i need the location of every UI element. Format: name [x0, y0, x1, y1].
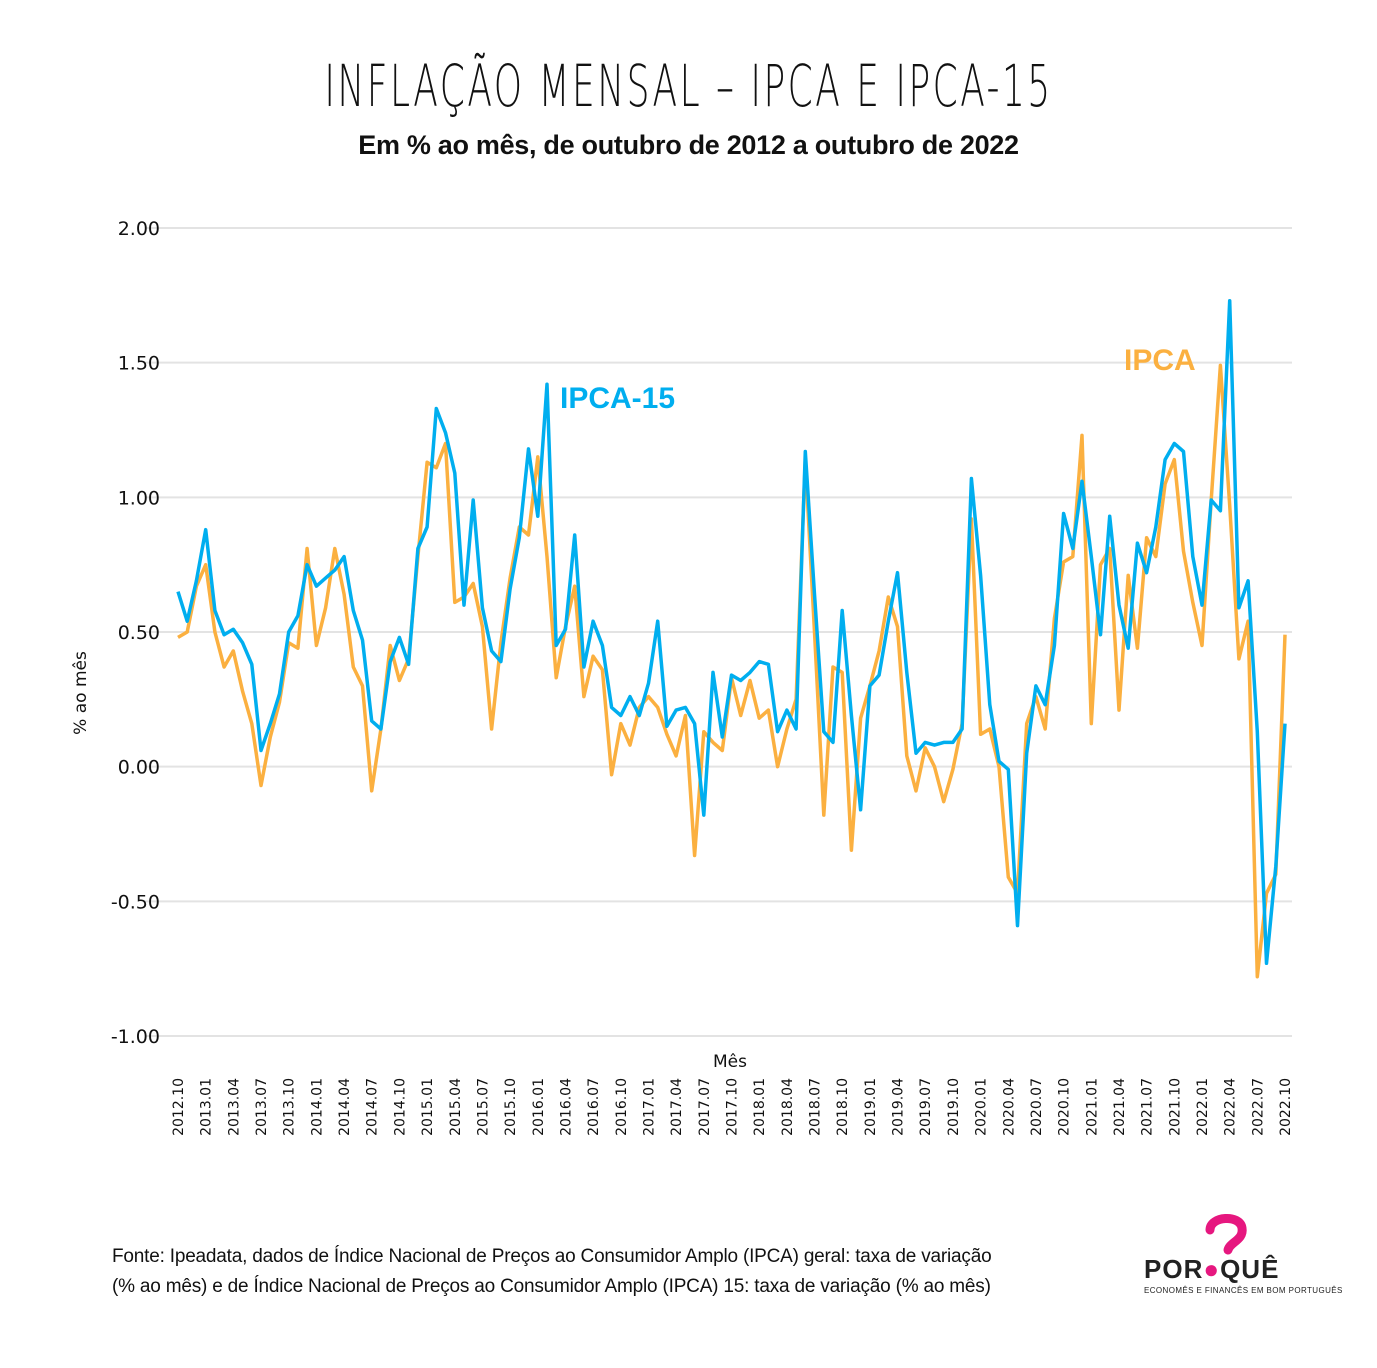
x-tick-label: 2022.07	[1250, 1078, 1266, 1136]
x-tick-label: 2019.01	[863, 1078, 879, 1136]
logo-word-right: QUÊ	[1220, 1254, 1280, 1284]
porque-logo: POR●QUÊ ECONOMÊS E FINANCÊS EM BOM PORTU…	[1140, 1212, 1342, 1302]
x-tick-label: 2017.10	[725, 1078, 741, 1136]
logo-word-left: POR	[1144, 1254, 1204, 1284]
x-tick-label: 2015.07	[475, 1078, 491, 1136]
x-tick-label: 2018.04	[780, 1078, 796, 1136]
x-tick-label: 2013.01	[199, 1078, 215, 1136]
x-tick-label: 2017.01	[641, 1078, 657, 1136]
x-tick-label: 2018.07	[808, 1078, 824, 1136]
y-tick-label: 1.50	[118, 353, 160, 375]
x-tick-label: 2021.01	[1084, 1078, 1100, 1136]
x-tick-label: 2013.07	[254, 1078, 270, 1136]
x-tick-label: 2014.01	[309, 1078, 325, 1136]
annotation-ipca: IPCA	[1124, 344, 1196, 377]
source-note: Fonte: Ipeadata, dados de Índice Naciona…	[112, 1242, 1112, 1302]
x-tick-label: 2021.07	[1140, 1078, 1156, 1136]
x-tick-label: 2020.07	[1029, 1078, 1045, 1136]
x-tick-label: 2022.10	[1278, 1078, 1294, 1136]
chart-title: INFLAÇÃO MENSAL – IPCA E IPCA-15	[324, 52, 1053, 120]
series-line-ipca	[177, 363, 1287, 979]
y-tick-label: 1.00	[118, 487, 160, 509]
x-tick-label: 2019.04	[891, 1078, 907, 1136]
x-tick-label: 2022.01	[1195, 1078, 1211, 1136]
x-tick-label: 2022.04	[1223, 1078, 1239, 1136]
y-tick-label: -1.00	[111, 1026, 160, 1048]
source-line-2: (% ao mês) e de Índice Nacional de Preço…	[112, 1276, 991, 1297]
x-tick-label: 2016.10	[614, 1078, 630, 1136]
x-tick-label: 2015.04	[448, 1078, 464, 1136]
x-tick-label: 2021.10	[1167, 1078, 1183, 1136]
x-tick-label: 2018.10	[835, 1078, 851, 1136]
x-tick-label: 2017.04	[669, 1078, 685, 1136]
logo-dot: ●	[1203, 1254, 1221, 1284]
y-axis-label: % ao mês	[71, 651, 91, 735]
x-tick-label: 2020.04	[1001, 1078, 1017, 1136]
x-tick-label: 2018.01	[752, 1078, 768, 1136]
x-tick-label: 2013.10	[282, 1078, 298, 1136]
y-tick-label: 0.50	[118, 622, 160, 644]
y-tick-label: 0.00	[118, 757, 160, 779]
x-tick-label: 2016.01	[531, 1078, 547, 1136]
x-tick-label: 2012.10	[171, 1078, 187, 1136]
x-tick-label: 2019.10	[946, 1078, 962, 1136]
logo-tagline: ECONOMÊS E FINANCÊS EM BOM PORTUGUÊS	[1144, 1286, 1343, 1295]
x-tick-label: 2014.04	[337, 1078, 353, 1136]
chart-subtitle: Em % ao mês, de outubro de 2012 a outubr…	[358, 130, 1019, 160]
logo-wordmark: POR●QUÊ	[1144, 1254, 1279, 1285]
x-axis-label: Mês	[713, 1052, 747, 1072]
source-line-1: Fonte: Ipeadata, dados de Índice Naciona…	[112, 1246, 992, 1267]
x-tick-label: 2014.10	[392, 1078, 408, 1136]
x-tick-label: 2020.01	[974, 1078, 990, 1136]
x-tick-label: 2019.07	[918, 1078, 934, 1136]
x-tick-label: 2015.10	[503, 1078, 519, 1136]
x-tick-label: 2020.10	[1057, 1078, 1073, 1136]
series-lines	[176, 298, 1287, 979]
x-tick-label: 2015.01	[420, 1078, 436, 1136]
x-tick-label: 2021.04	[1112, 1078, 1128, 1136]
x-axis-ticks: 2012.10 2013.01 2013.04 2013.07 2013.10 2014.…	[171, 1078, 1294, 1136]
x-tick-label: 2016.07	[586, 1078, 602, 1136]
gridlines	[145, 227, 1292, 1037]
x-tick-label: 2016.04	[558, 1078, 574, 1136]
question-mark-piggy-icon	[1205, 1214, 1247, 1255]
y-axis-ticks: 2.00 1.50 1.00 0.50 0.00 -0.50 -1.00	[111, 218, 160, 1048]
x-tick-label: 2013.04	[226, 1078, 242, 1136]
x-tick-label: 2014.07	[365, 1078, 381, 1136]
annotation-ipca15: IPCA-15	[560, 382, 675, 415]
y-tick-label: -0.50	[111, 891, 160, 913]
y-tick-label: 2.00	[118, 218, 160, 240]
x-tick-label: 2017.07	[697, 1078, 713, 1136]
